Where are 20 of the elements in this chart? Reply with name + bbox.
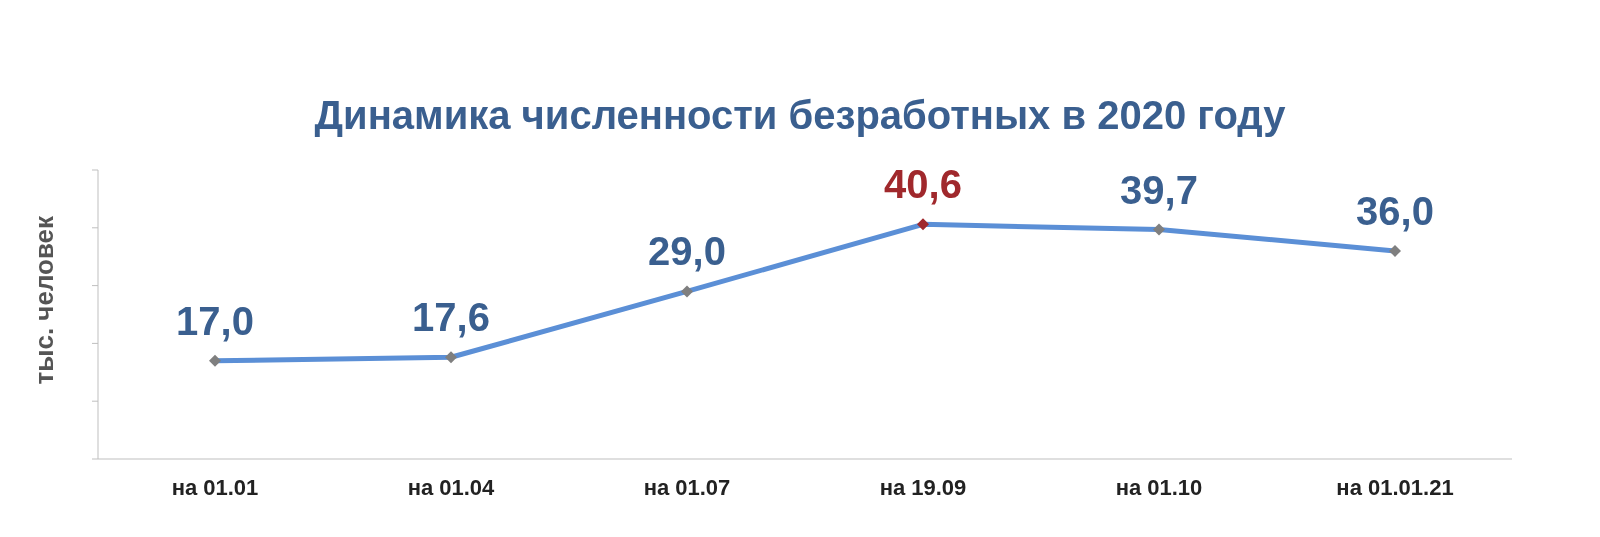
x-tick-label: на 01.10: [1115, 474, 1203, 500]
point: [917, 218, 929, 231]
x-tick-label: на 19.09: [879, 474, 967, 500]
point: [681, 285, 693, 298]
point: [445, 351, 457, 364]
x-tick-label: на 01.01: [171, 474, 259, 500]
data-label: 40,6: [884, 162, 962, 207]
data-label: 36,0: [1356, 188, 1434, 233]
point: [1389, 244, 1401, 257]
y-axis-title: тыс. человек: [29, 214, 60, 385]
chart-title: Динамика численности безработных в 2020 году: [313, 92, 1287, 139]
data-label: 17,6: [412, 295, 490, 340]
data-label: 39,7: [1120, 167, 1198, 212]
point: [209, 354, 221, 367]
x-tick-label: на 01.04: [407, 474, 496, 500]
data-label: 17,0: [176, 298, 254, 343]
x-tick-label: на 01.01.21: [1336, 474, 1454, 500]
data-label: 29,0: [648, 229, 726, 274]
x-tick-label: на 01.07: [643, 474, 731, 500]
point: [1153, 223, 1165, 236]
